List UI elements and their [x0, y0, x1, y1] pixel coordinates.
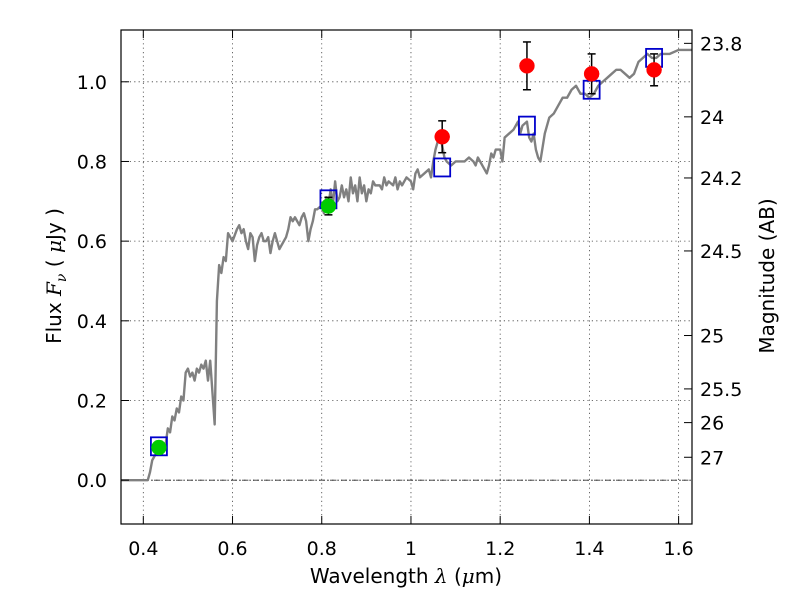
y-tick-label: 1.0 — [77, 72, 107, 94]
y-tick-label: 0.6 — [77, 231, 107, 253]
green-observed-point — [320, 198, 337, 214]
model-square-marker — [150, 436, 168, 457]
x-tick-label: 0.6 — [217, 538, 247, 560]
x-tick-label: 1 — [405, 538, 417, 560]
y-tick-label: 0.0 — [77, 470, 107, 492]
spectrum-line — [121, 48, 692, 482]
x-tick-label: 0.4 — [128, 538, 158, 560]
axes-frame — [120, 29, 693, 525]
observed-photometry-markers — [151, 58, 662, 456]
magnitude-tick-label: 25 — [700, 326, 724, 348]
magnitude-tick-label: 26 — [700, 413, 724, 435]
model-square-marker — [518, 115, 536, 136]
x-axis-title: Wavelength λ (μm) — [310, 564, 502, 588]
magnitude-tick-label: 23.8 — [700, 33, 742, 55]
y2-axis-title: Magnitude (AB) — [755, 198, 779, 353]
magnitude-tick-label: 24 — [700, 107, 724, 129]
y-axis-symbol: F — [42, 281, 66, 297]
y-axis-title: Flux Fν ( μJy ) — [42, 208, 70, 344]
magnitude-tick-label: 24.2 — [700, 168, 742, 190]
plot-frame — [120, 29, 693, 525]
magnitude-tick-labels: 23.8 24 24.2 24.5 25 25.5 26 27 — [700, 33, 742, 469]
y-tick-label: 0.4 — [77, 311, 107, 333]
red-observed-point — [434, 129, 450, 145]
model-square-marker — [433, 157, 452, 178]
red-observed-point — [519, 58, 535, 74]
y-tick-label: 0.2 — [77, 391, 107, 413]
red-observed-point — [646, 62, 662, 78]
error-bars — [154, 41, 659, 455]
red-observed-point — [583, 66, 600, 82]
y-tick-labels: 0.0 0.2 0.4 0.6 0.8 1.0 — [77, 72, 107, 492]
x-tick-label: 0.8 — [307, 538, 337, 560]
green-observed-point — [151, 439, 167, 456]
x-tick-labels: 0.4 0.6 0.8 1 1.2 1.4 1.6 — [128, 538, 694, 560]
magnitude-tick-label: 25.5 — [700, 379, 742, 401]
tick-marks — [121, 30, 692, 524]
model-spectrum — [121, 48, 692, 482]
x-tick-label: 1.2 — [485, 538, 515, 560]
x-axis-symbol: λ — [434, 564, 448, 588]
magnitude-tick-label: 24.5 — [700, 241, 742, 263]
x-tick-label: 1.6 — [664, 538, 694, 560]
x-tick-label: 1.4 — [574, 538, 604, 560]
magnitude-tick-label: 27 — [700, 447, 724, 469]
grid — [121, 30, 692, 524]
y-tick-label: 0.8 — [77, 151, 107, 173]
